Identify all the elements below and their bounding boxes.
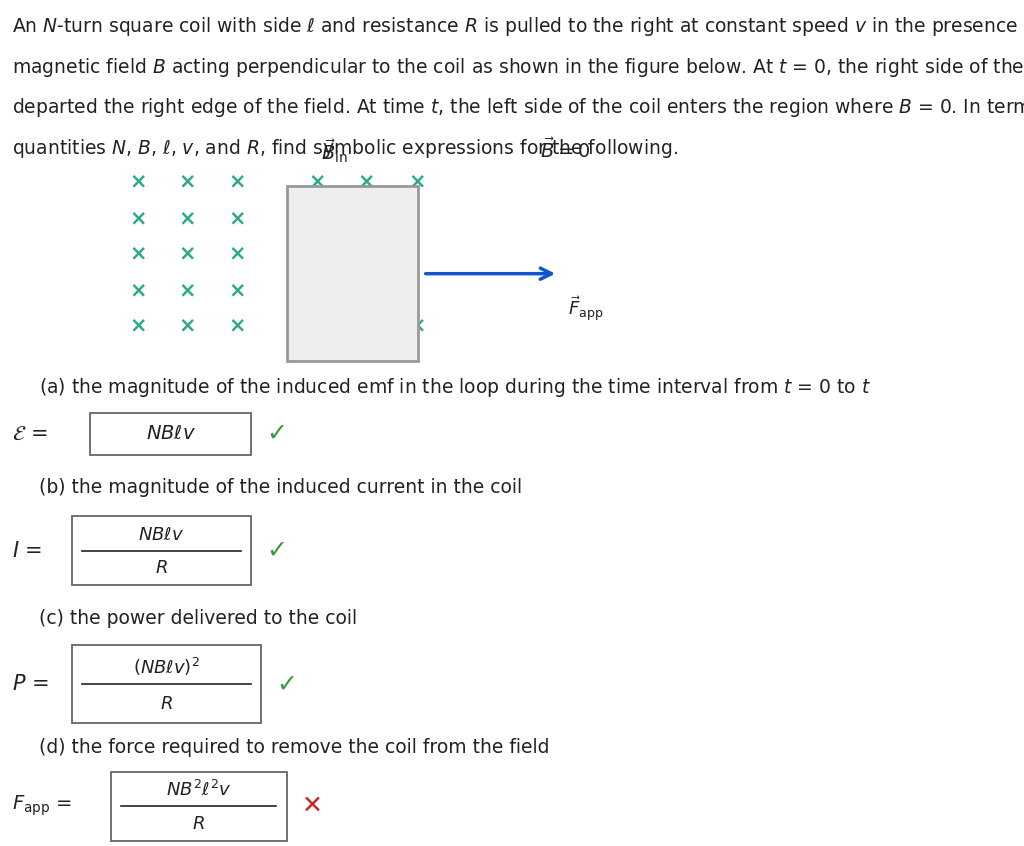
Bar <box>72 516 251 585</box>
Text: ×: × <box>178 280 197 300</box>
Text: ×: × <box>228 316 247 336</box>
Text: ✓: ✓ <box>266 422 288 446</box>
Text: ✓: ✓ <box>266 539 288 563</box>
Text: ×: × <box>228 172 247 192</box>
Text: ×: × <box>178 172 197 192</box>
Text: ×: × <box>308 208 327 228</box>
Text: ×: × <box>129 172 147 192</box>
Text: ×: × <box>357 316 376 336</box>
Bar <box>90 413 251 455</box>
Text: ×: × <box>357 244 376 264</box>
Text: (b) the magnitude of the induced current in the coil: (b) the magnitude of the induced current… <box>39 478 522 497</box>
Text: ×: × <box>408 316 426 336</box>
Text: ×: × <box>308 172 327 192</box>
Text: An $N$-turn square coil with side $\ell$ and resistance $R$ is pulled to the rig: An $N$-turn square coil with side $\ell$… <box>12 15 1024 38</box>
Text: $\vec{B} = 0$: $\vec{B} = 0$ <box>540 138 591 162</box>
Text: $I$ =: $I$ = <box>12 541 42 561</box>
Text: ×: × <box>129 316 147 336</box>
Text: $R$: $R$ <box>155 559 168 577</box>
Text: ×: × <box>178 316 197 336</box>
Text: $R$: $R$ <box>160 695 173 713</box>
Bar <box>287 186 418 361</box>
Text: ×: × <box>308 244 327 264</box>
Text: ×: × <box>178 208 197 228</box>
Text: ×: × <box>228 208 247 228</box>
Text: ×: × <box>357 280 376 300</box>
Text: ×: × <box>228 244 247 264</box>
Text: (d) the force required to remove the coil from the field: (d) the force required to remove the coi… <box>39 738 550 756</box>
Text: ×: × <box>129 244 147 264</box>
Text: $F_{\rm app}$ =: $F_{\rm app}$ = <box>12 794 73 818</box>
Text: $NB^{2}\ell^{2}v$: $NB^{2}\ell^{2}v$ <box>166 780 231 800</box>
Text: $R$: $R$ <box>193 815 205 832</box>
Text: $\mathcal{E}$ =: $\mathcal{E}$ = <box>12 424 48 444</box>
Text: quantities $N$, $B$, $\ell$, $v$, and $R$, find symbolic expressions for the fol: quantities $N$, $B$, $\ell$, $v$, and $R… <box>12 137 679 160</box>
Text: magnetic field $B$ acting perpendicular to the coil as shown in the figure below: magnetic field $B$ acting perpendicular … <box>12 56 1024 79</box>
Text: (a) the magnitude of the induced emf in the loop during the time interval from $: (a) the magnitude of the induced emf in … <box>39 376 871 399</box>
Text: $(NB\ell v)^{2}$: $(NB\ell v)^{2}$ <box>133 656 200 678</box>
Text: ×: × <box>357 208 376 228</box>
Text: ✕: ✕ <box>302 794 324 818</box>
Text: ×: × <box>228 280 247 300</box>
Text: ×: × <box>308 280 327 300</box>
Text: ×: × <box>178 244 197 264</box>
Text: ×: × <box>308 316 327 336</box>
Text: ×: × <box>357 172 376 192</box>
Text: $NB\ell v$: $NB\ell v$ <box>145 425 196 443</box>
Bar <box>111 772 287 841</box>
Text: $P$ =: $P$ = <box>12 674 49 695</box>
Text: $NB\ell v$: $NB\ell v$ <box>138 526 184 545</box>
Bar <box>72 645 261 723</box>
Text: $\vec{F}_{\rm app}$: $\vec{F}_{\rm app}$ <box>568 295 604 324</box>
Text: ×: × <box>129 208 147 228</box>
Text: ✓: ✓ <box>276 673 298 696</box>
Text: ×: × <box>129 280 147 300</box>
Text: departed the right edge of the field. At time $t$, the left side of the coil ent: departed the right edge of the field. At… <box>12 96 1024 119</box>
Text: (c) the power delivered to the coil: (c) the power delivered to the coil <box>39 609 357 628</box>
Text: $\vec{B}_{\rm in}$: $\vec{B}_{\rm in}$ <box>322 138 348 166</box>
Text: ×: × <box>408 172 426 192</box>
